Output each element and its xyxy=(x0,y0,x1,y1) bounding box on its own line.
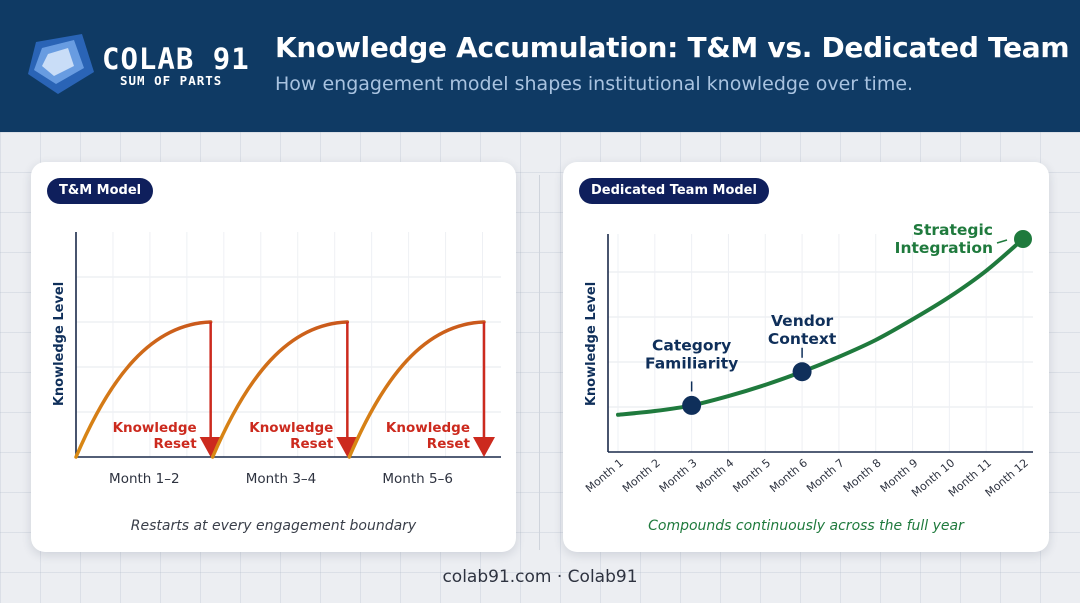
x-tick-label: Month 4 xyxy=(694,456,737,495)
milestone-marker xyxy=(682,395,702,415)
reset-annotation: Knowledge xyxy=(249,420,333,436)
tm-knowledge-curve xyxy=(74,320,213,459)
dedicated-model-card: Dedicated Team Model Knowledge Level Mont… xyxy=(563,162,1049,552)
x-tick-label: Month 2 xyxy=(620,456,663,495)
x-tick-label: Month 5–6 xyxy=(382,471,453,487)
milestone-label: Category xyxy=(652,336,731,354)
tm-knowledge-curve xyxy=(347,320,486,459)
tm-model-card: T&M Model Knowledge Level Knowledge Reset M… xyxy=(31,162,516,552)
milestone-label: Familiarity xyxy=(645,354,738,372)
tm-model-label: T&M Model xyxy=(47,178,154,204)
reset-annotation: Reset xyxy=(153,436,197,452)
y-axis-label: Knowledge Level xyxy=(52,282,67,406)
reset-annotation: Reset xyxy=(427,436,471,452)
panel-divider xyxy=(539,175,540,550)
milestone-tick xyxy=(996,239,1008,244)
page-title: Knowledge Accumulation: T&M vs. Dedicate… xyxy=(275,31,1070,64)
x-tick-label: Month 7 xyxy=(804,456,847,495)
reset-arrow-icon xyxy=(473,437,495,457)
milestone-label: Vendor xyxy=(771,312,833,330)
milestone-marker xyxy=(792,362,812,382)
logo-icon xyxy=(28,34,94,94)
milestone-label: Context xyxy=(768,330,837,348)
reset-arrow-icon xyxy=(336,437,359,457)
dedicated-caption: Compounds continuously across the full y… xyxy=(648,518,964,534)
y-axis-label: Knowledge Level xyxy=(584,282,599,406)
brand-name: COLAB 91 xyxy=(102,42,250,76)
footer-credit: colab91.com · Colab91 xyxy=(442,567,638,587)
milestone-label: Strategic xyxy=(913,221,993,239)
tm-knowledge-curve xyxy=(210,320,350,459)
reset-annotation: Knowledge xyxy=(386,420,470,436)
x-tick-label: Month 6 xyxy=(767,456,810,495)
tm-caption: Restarts at every engagement boundary xyxy=(130,518,417,534)
reset-arrow-icon xyxy=(199,437,222,457)
brand-tagline: SUM OF PARTS xyxy=(120,73,223,88)
x-tick-label: Month 5 xyxy=(730,456,773,495)
header-banner: COLAB 91 SUM OF PARTS Knowledge Accumula… xyxy=(0,0,1080,132)
dedicated-model-label: Dedicated Team Model xyxy=(579,178,769,204)
x-tick-label: Month 1–2 xyxy=(109,471,180,487)
x-tick-label: Month 3 xyxy=(657,456,700,495)
page-subtitle: How engagement model shapes institutiona… xyxy=(275,73,914,95)
milestone-marker xyxy=(1014,230,1032,248)
reset-annotation: Knowledge xyxy=(113,420,197,436)
milestone-label: Integration xyxy=(895,239,993,257)
x-tick-label: Month 3–4 xyxy=(246,471,317,487)
x-tick-label: Month 1 xyxy=(583,456,626,495)
reset-annotation: Reset xyxy=(290,436,334,452)
x-tick-label: Month 8 xyxy=(841,456,884,495)
